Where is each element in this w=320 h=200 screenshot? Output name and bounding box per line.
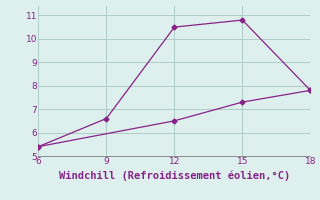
X-axis label: Windchill (Refroidissement éolien,°C): Windchill (Refroidissement éolien,°C): [59, 171, 290, 181]
